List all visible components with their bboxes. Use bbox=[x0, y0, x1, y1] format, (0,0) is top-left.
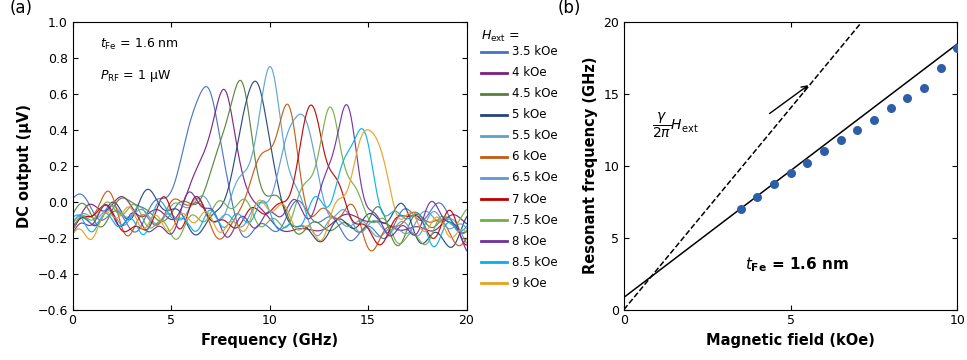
Text: $t_\mathregular{Fe}$ = 1.6 nm: $t_\mathregular{Fe}$ = 1.6 nm bbox=[746, 255, 849, 274]
Text: $P_\mathregular{RF}$ = 1 μW: $P_\mathregular{RF}$ = 1 μW bbox=[101, 68, 171, 84]
Text: 8 kOe: 8 kOe bbox=[512, 235, 546, 248]
Text: 4.5 kOe: 4.5 kOe bbox=[512, 87, 558, 100]
Text: 6.5 kOe: 6.5 kOe bbox=[512, 171, 558, 184]
Text: 9 kOe: 9 kOe bbox=[512, 276, 546, 289]
Text: 6 kOe: 6 kOe bbox=[512, 150, 546, 163]
Text: $t_\mathregular{Fe}$ = 1.6 nm: $t_\mathregular{Fe}$ = 1.6 nm bbox=[101, 36, 179, 51]
Text: 5 kOe: 5 kOe bbox=[512, 108, 546, 121]
X-axis label: Frequency (GHz): Frequency (GHz) bbox=[201, 333, 338, 348]
Text: (b): (b) bbox=[557, 0, 580, 17]
Text: $H_\mathregular{ext}$ =: $H_\mathregular{ext}$ = bbox=[481, 29, 520, 44]
Text: 8.5 kOe: 8.5 kOe bbox=[512, 256, 557, 269]
Text: 7 kOe: 7 kOe bbox=[512, 193, 546, 206]
Y-axis label: Resonant frequency (GHz): Resonant frequency (GHz) bbox=[583, 57, 598, 274]
Text: 7.5 kOe: 7.5 kOe bbox=[512, 213, 558, 226]
Text: 4 kOe: 4 kOe bbox=[512, 66, 546, 79]
X-axis label: Magnetic field (kOe): Magnetic field (kOe) bbox=[706, 333, 875, 348]
Text: 3.5 kOe: 3.5 kOe bbox=[512, 45, 557, 58]
Y-axis label: DC output (μV): DC output (μV) bbox=[16, 104, 32, 228]
Text: (a): (a) bbox=[10, 0, 33, 17]
Text: $\dfrac{\gamma}{2\pi}H_\mathregular{ext}$: $\dfrac{\gamma}{2\pi}H_\mathregular{ext}… bbox=[653, 111, 699, 140]
Text: 5.5 kOe: 5.5 kOe bbox=[512, 130, 557, 143]
